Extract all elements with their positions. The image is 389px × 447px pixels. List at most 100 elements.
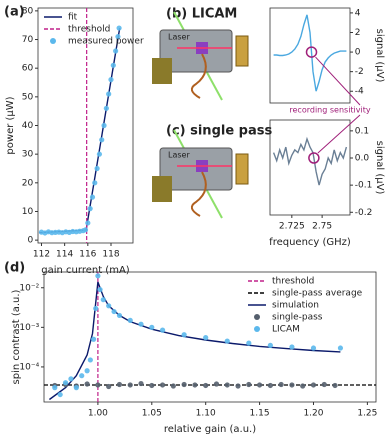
data-point: [310, 345, 317, 351]
legend-label: simulation: [272, 301, 319, 311]
data-point: [84, 381, 90, 387]
panel-label: (b) LICAM: [166, 7, 237, 22]
x-tick-label: 1.05: [142, 409, 162, 419]
x-tick-label: 118: [102, 250, 119, 260]
legend-symbol: [50, 38, 56, 44]
y-tick-label: 0.1: [355, 126, 369, 136]
data-point: [106, 91, 112, 97]
y-tick-label: 0.0: [355, 154, 370, 164]
data-point: [267, 382, 273, 389]
data-point: [116, 312, 123, 319]
legend-label: threshold: [68, 25, 110, 35]
data-point: [149, 382, 155, 389]
data-point: [108, 77, 114, 83]
data-point: [192, 382, 198, 388]
device-base: [152, 176, 172, 202]
data-point: [62, 380, 69, 386]
data-point: [278, 381, 284, 388]
x-tick-label: 1.15: [250, 409, 270, 419]
data-point: [181, 381, 187, 388]
data-point: [181, 332, 187, 338]
data-point: [321, 381, 327, 388]
y-tick-label: 10⁻⁴: [19, 362, 39, 372]
data-point: [97, 286, 103, 293]
sensitivity-marker: [308, 152, 320, 164]
x-tick-label: 112: [33, 250, 50, 260]
data-point: [111, 308, 117, 315]
connector: [235, 35, 249, 67]
data-point: [93, 305, 99, 312]
series-line: [48, 281, 341, 401]
data-point: [224, 338, 230, 344]
panel-label: (a): [4, 5, 25, 20]
data-point: [106, 303, 112, 309]
legend-label: single-pass average: [272, 289, 363, 299]
device-label: Laser: [168, 33, 190, 42]
x-tick-label: 1.25: [357, 409, 377, 419]
data-point: [138, 380, 144, 387]
data-point: [159, 382, 166, 388]
data-point: [68, 376, 74, 382]
data-point: [87, 357, 93, 363]
y-tick-label: 0: [355, 48, 361, 58]
data-point: [127, 382, 133, 388]
data-point: [203, 382, 209, 389]
legend-label: measured power: [68, 37, 144, 47]
y-tick-label: 30: [22, 150, 34, 160]
data-point: [289, 344, 295, 350]
x-axis-label: gain current (mA): [41, 265, 130, 276]
device-base: [152, 58, 172, 84]
data-point: [87, 206, 93, 212]
series-line: [272, 136, 348, 186]
data-point: [82, 227, 89, 233]
wire: [190, 171, 207, 217]
x-tick-label: 114: [56, 250, 73, 260]
data-point: [300, 383, 306, 389]
data-point: [99, 137, 105, 143]
series-line: [39, 27, 121, 234]
data-point: [73, 385, 79, 391]
data-point: [95, 273, 101, 279]
y-axis-label: signal (μV): [374, 141, 385, 195]
data-point: [94, 165, 100, 172]
y-tick-label: -4: [355, 87, 364, 97]
data-point: [246, 340, 252, 346]
series-line: [273, 14, 347, 92]
sensitivity-marker: [305, 46, 318, 58]
panel-label: (d): [4, 261, 25, 276]
y-tick-label: 50: [22, 92, 34, 102]
x-axis-label: frequency (GHz): [269, 237, 351, 248]
data-point: [52, 385, 58, 391]
panel-label: (c) single pass: [166, 124, 272, 139]
y-axis-label: spin contrast (a.u.): [11, 289, 22, 384]
y-tick-label: 80: [22, 6, 34, 16]
y-tick-label: 4: [355, 8, 361, 18]
data-point: [159, 327, 166, 333]
y-tick-label: 10: [22, 207, 34, 217]
data-point: [116, 25, 122, 31]
plot-frame: [43, 271, 377, 403]
x-tick-label: 2.725: [279, 222, 305, 232]
y-tick-label: 0: [27, 236, 33, 246]
data-point: [213, 381, 220, 387]
data-point: [106, 383, 112, 390]
data-point: [289, 382, 295, 388]
y-tick-label: 70: [22, 35, 34, 45]
data-point: [95, 382, 101, 388]
y-tick-label: -0.1: [355, 181, 373, 191]
x-axis-label: relative gain (a.u.): [164, 424, 256, 435]
data-point: [92, 180, 98, 186]
x-tick-label: 1.10: [196, 409, 216, 419]
data-point: [84, 368, 90, 374]
y-axis-label: power (μW): [5, 96, 16, 154]
y-tick-label: 10⁻³: [19, 323, 39, 333]
legend-label: threshold: [272, 277, 314, 287]
data-point: [100, 297, 106, 303]
y-tick-label: 10⁻²: [19, 283, 39, 293]
y-tick-label: -0.2: [355, 208, 373, 218]
data-point: [267, 342, 273, 348]
y-tick-label: -2: [355, 67, 364, 77]
wire: [190, 53, 207, 99]
data-point: [89, 194, 96, 200]
legend-symbol: [254, 314, 260, 320]
